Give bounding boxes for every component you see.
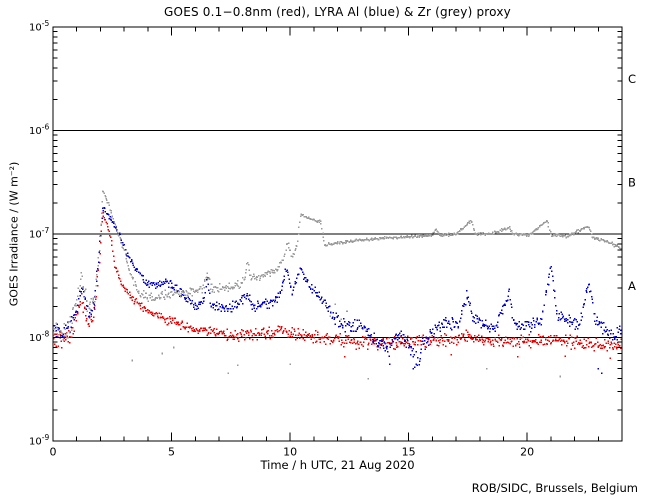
- tick-labels: 0 5 10 15 20 10-5 10-6 10-7 10-8 10-9 C B A: [29, 19, 636, 459]
- flare-class-label-C: C: [628, 72, 636, 86]
- flare-class-label-B: B: [628, 175, 636, 189]
- data-points: [53, 190, 622, 380]
- x-tick-label: 10: [283, 446, 297, 459]
- x-axis-label: Time / h UTC, 21 Aug 2020: [260, 458, 415, 472]
- chart-title: GOES 0.1−0.8nm (red), LYRA Al (blue) & Z…: [164, 5, 511, 19]
- y-tick-label: 10-9: [29, 433, 49, 448]
- y-tick-label: 10-6: [29, 123, 49, 138]
- y-axis-label: GOES Irradiance / (W m⁻²): [7, 161, 21, 307]
- y-tick-label: 10-5: [29, 19, 49, 34]
- y-tick-label: 10-7: [29, 226, 49, 241]
- series-red: [53, 211, 622, 360]
- credit-text: ROB/SIDC, Brussels, Belgium: [471, 481, 638, 495]
- x-tick-label: 0: [50, 446, 57, 459]
- series-blue: [53, 207, 622, 375]
- axis-ticks: [53, 26, 622, 442]
- flare-class-label-A: A: [628, 279, 636, 293]
- reference-lines: [53, 130, 622, 338]
- x-tick-label: 15: [402, 446, 416, 459]
- x-tick-label: 20: [520, 446, 534, 459]
- series-grey: [53, 190, 622, 380]
- x-tick-label: 5: [168, 446, 175, 459]
- y-tick-label: 10-8: [29, 330, 49, 345]
